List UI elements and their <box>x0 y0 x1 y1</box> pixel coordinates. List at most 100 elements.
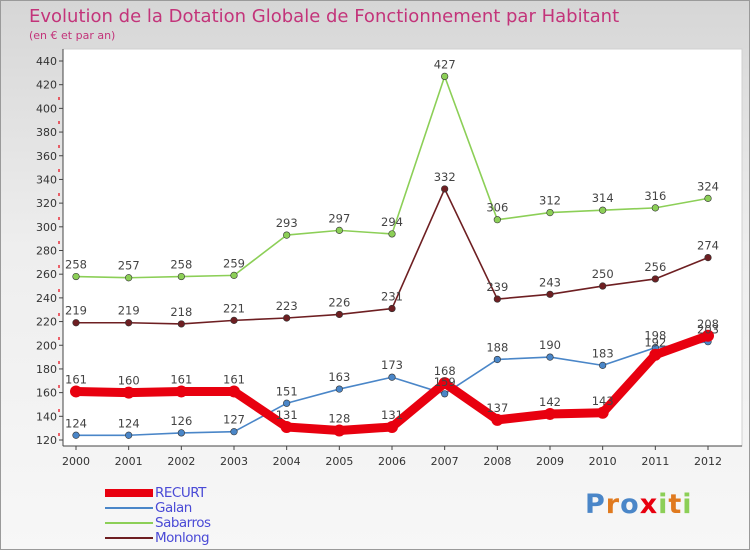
data-point <box>599 361 607 369</box>
data-point <box>704 194 712 202</box>
data-label: 208 <box>697 317 719 331</box>
x-tick-label: 2011 <box>641 455 669 468</box>
data-label: 256 <box>644 260 666 274</box>
data-point <box>441 390 449 398</box>
logo-letter: t <box>668 489 683 520</box>
data-point <box>544 407 556 420</box>
data-point <box>177 320 185 328</box>
data-point <box>491 413 504 426</box>
chart-subtitle: (en € et par an) <box>29 29 116 42</box>
data-label: 239 <box>486 280 508 294</box>
data-point <box>651 204 659 212</box>
data-point <box>177 429 185 437</box>
data-label: 427 <box>434 57 456 71</box>
logo-letter: i <box>658 489 669 520</box>
data-point <box>599 206 607 214</box>
legend-swatch-monlong <box>105 537 153 539</box>
data-label: 314 <box>592 191 614 205</box>
x-tick-label: 2002 <box>167 455 195 468</box>
y-tick-label: 300 <box>36 221 57 234</box>
legend-swatch-recurt <box>105 489 153 497</box>
logo-letter: r <box>605 489 621 520</box>
data-label: 183 <box>592 346 614 360</box>
y-tick-label: 340 <box>36 173 57 186</box>
data-label: 137 <box>486 401 508 415</box>
data-point <box>125 274 133 282</box>
y-tick-label: 160 <box>36 387 57 400</box>
data-label: 173 <box>381 358 403 372</box>
data-label: 168 <box>434 364 456 378</box>
legend-swatch-sabarros <box>105 522 153 524</box>
data-label: 188 <box>486 340 508 354</box>
data-point <box>228 385 240 398</box>
y-tick-label: 400 <box>36 102 57 115</box>
data-label: 243 <box>539 275 561 289</box>
y-tick-label: 220 <box>36 316 57 329</box>
data-label: 324 <box>697 179 719 193</box>
proxiti-logo: Proxiti <box>585 489 693 520</box>
data-point <box>70 385 82 398</box>
data-point <box>702 329 714 342</box>
data-label: 226 <box>328 295 350 309</box>
data-point <box>333 424 346 437</box>
x-tick-label: 2009 <box>536 455 564 468</box>
data-label: 143 <box>592 394 614 408</box>
x-tick-label: 2003 <box>220 455 248 468</box>
legend-label: Galan <box>155 500 192 516</box>
data-label: 231 <box>381 290 403 304</box>
y-tick-label: 380 <box>36 126 57 139</box>
data-point <box>493 355 501 364</box>
data-label: 159 <box>434 375 456 389</box>
data-point <box>175 385 188 398</box>
data-label: 294 <box>381 215 403 229</box>
data-point <box>438 377 451 390</box>
y-tick-label: 320 <box>36 197 57 210</box>
x-tick-label: 2007 <box>431 455 459 468</box>
data-label: 124 <box>65 416 87 430</box>
data-label: 161 <box>170 372 192 386</box>
data-point <box>230 316 238 324</box>
data-point <box>283 314 291 322</box>
data-point <box>230 428 238 436</box>
data-label: 124 <box>118 416 140 430</box>
data-label: 127 <box>223 413 245 427</box>
data-label: 161 <box>65 372 87 386</box>
chart-title: Evolution de la Dotation Globale de Fonc… <box>29 6 620 27</box>
data-label: 131 <box>381 408 403 422</box>
x-tick-label: 2000 <box>62 455 90 468</box>
data-label: 219 <box>118 304 140 318</box>
data-label: 293 <box>276 216 298 230</box>
data-point <box>177 272 185 281</box>
data-point <box>335 226 343 234</box>
legend-swatch-galan <box>105 507 153 509</box>
y-tick-label: 240 <box>36 292 57 305</box>
data-label: 161 <box>223 372 245 386</box>
y-tick-label: 180 <box>36 363 57 376</box>
data-label: 218 <box>170 305 192 319</box>
data-point <box>493 295 501 303</box>
data-label: 151 <box>276 384 298 398</box>
data-point <box>649 348 662 361</box>
x-tick-label: 2006 <box>378 455 406 468</box>
y-tick-label: 120 <box>36 434 57 447</box>
data-point <box>283 399 291 407</box>
data-label: 250 <box>592 267 614 281</box>
data-label: 142 <box>539 395 561 409</box>
logo-letter: o <box>620 489 640 520</box>
data-point <box>230 271 238 279</box>
x-tick-label: 2012 <box>694 455 722 468</box>
data-point <box>651 275 659 283</box>
y-tick-label: 440 <box>36 55 57 68</box>
data-label: 312 <box>539 194 561 208</box>
data-point <box>596 406 609 419</box>
y-tick-label: 360 <box>36 150 57 163</box>
data-point <box>493 216 501 224</box>
data-label: 316 <box>644 189 666 203</box>
data-label: 297 <box>328 211 350 225</box>
data-point <box>72 319 80 327</box>
data-label: 192 <box>644 336 666 350</box>
plot-area <box>62 48 743 447</box>
data-label: 258 <box>170 258 192 272</box>
data-point <box>125 431 133 439</box>
data-point <box>546 290 554 298</box>
